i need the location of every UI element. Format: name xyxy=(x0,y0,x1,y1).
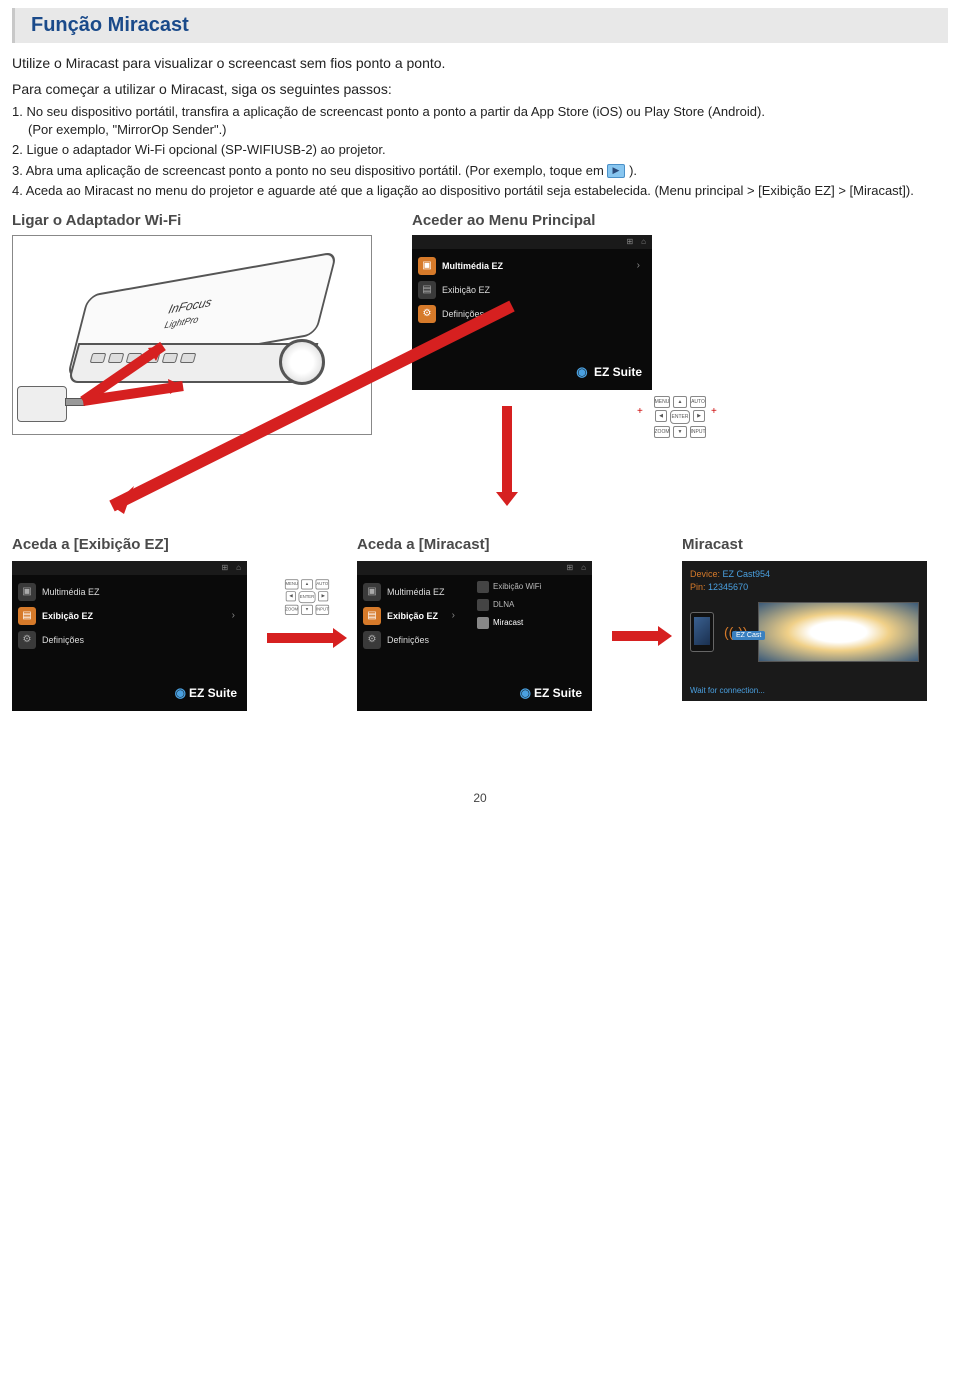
page-title: Função Miracast xyxy=(31,14,189,36)
menu-multimedia-3[interactable]: ▣ Multimédia EZ xyxy=(363,583,461,601)
remote-control-2: MENU ▲ AUTO ◀ ENTER ▶ ZOOM ▼ INPUT xyxy=(277,579,337,616)
menu-exibicao-2[interactable]: ▤ Exibição EZ xyxy=(18,607,241,625)
ez-suite-badge: EZ Suite xyxy=(520,685,582,701)
menu-multimedia[interactable]: ▣ Multimédia EZ xyxy=(418,257,646,275)
wifi-adapter-label: Ligar o Adaptador Wi-Fi xyxy=(12,212,382,229)
miracast-wait-text: Wait for connection... xyxy=(690,686,765,695)
ezcast-badge: EZ Cast xyxy=(732,631,765,640)
topbar-icon: ⌂ xyxy=(641,237,646,247)
submenu-dlna[interactable]: DLNA xyxy=(477,599,557,611)
menu-multimedia-label: Multimédia EZ xyxy=(442,261,503,271)
miracast-pin-line: Pin: 12345670 xyxy=(690,582,919,592)
remote-enter-btn[interactable]: ENTER xyxy=(670,410,690,424)
submenu-miracast[interactable]: Miracast xyxy=(477,617,557,629)
exibicao-icon: ▤ xyxy=(18,607,36,625)
step-1: 1. No seu dispositivo portátil, transfir… xyxy=(12,103,948,138)
exibicao-screen: ⊞⌂ ▣ Multimédia EZ ▤ Exibição EZ ⚙ Defin… xyxy=(12,561,247,711)
mid-flow-arrows xyxy=(12,446,948,506)
remote-control: MENU ▲ AUTO ◀ ENTER ▶ ZOOM ▼ INPUT + + xyxy=(645,396,715,440)
menu-multimedia-2[interactable]: ▣ Multimédia EZ xyxy=(18,583,241,601)
exibicao-col: Aceda a [Exibição EZ] ⊞⌂ ▣ Multimédia EZ… xyxy=(12,536,257,711)
play-icon xyxy=(607,164,625,178)
screen-topbar: ⊞ ⌂ xyxy=(412,235,652,249)
step-1-sub: (Por exemplo, "MirrorOp Sender".) xyxy=(28,122,227,137)
miracast-menu-screen: ⊞⌂ ▣ Multimédia EZ ▤ Exibição EZ ⚙ Defin… xyxy=(357,561,592,711)
submenu-wifi[interactable]: Exibição WiFi xyxy=(477,581,557,593)
flow-arrow-2 xyxy=(612,626,672,646)
steps-list: 1. No seu dispositivo portátil, transfir… xyxy=(12,103,948,200)
step-3: 3. Abra uma aplicação de screencast pont… xyxy=(12,162,948,180)
ez-suite-badge: EZ Suite xyxy=(576,364,642,380)
tv-icon xyxy=(758,602,919,662)
remote-right-btn[interactable]: ▶ xyxy=(693,410,705,422)
flow-arrow-1: MENU ▲ AUTO ◀ ENTER ▶ ZOOM ▼ INPUT xyxy=(267,576,347,648)
multimedia-icon: ▣ xyxy=(418,257,436,275)
exibicao-section-label: Aceda a [Exibição EZ] xyxy=(12,536,257,553)
submenu-col: Exibição WiFi DLNA Miracast xyxy=(477,581,557,635)
topbar-icon: ⊞ xyxy=(626,237,633,247)
remote-auto-btn[interactable]: AUTO xyxy=(690,396,706,408)
lower-section-row: Aceda a [Exibição EZ] ⊞⌂ ▣ Multimédia EZ… xyxy=(12,536,948,711)
main-menu-label: Aceder ao Menu Principal xyxy=(412,212,948,229)
miracast-col: Miracast Device: EZ Cast954 Pin: 1234567… xyxy=(682,536,932,701)
miracast-label: Miracast xyxy=(682,536,932,553)
step-1-text: 1. No seu dispositivo portátil, transfir… xyxy=(12,104,765,119)
miracast-menu-label: Aceda a [Miracast] xyxy=(357,536,602,553)
menu-definicoes-2[interactable]: ⚙ Definições xyxy=(18,631,241,649)
phone-icon xyxy=(690,612,714,652)
step-3-text-b: ). xyxy=(629,163,637,178)
title-bar: Função Miracast xyxy=(12,8,948,43)
menu-exibicao-3[interactable]: ▤ Exibição EZ xyxy=(363,607,461,625)
remote-up-btn[interactable]: ▲ xyxy=(673,396,687,408)
down-arrow-icon xyxy=(502,406,518,506)
usb-dongle-icon xyxy=(17,386,67,422)
remote-zoom-btn[interactable]: ZOOM xyxy=(654,426,670,438)
subintro-text: Para começar a utilizar o Miracast, siga… xyxy=(12,81,948,97)
intro-text: Utilize o Miracast para visualizar o scr… xyxy=(12,55,948,71)
page-number: 20 xyxy=(12,791,948,805)
ez-suite-badge: EZ Suite xyxy=(175,685,237,701)
remote-input-btn[interactable]: INPUT xyxy=(690,426,706,438)
miracast-connection-screen: Device: EZ Cast954 Pin: 12345670 ((•)) E… xyxy=(682,561,927,701)
remote-menu-btn[interactable]: MENU xyxy=(654,396,670,408)
remote-left-btn[interactable]: ◀ xyxy=(655,410,667,422)
menu-definicoes-3[interactable]: ⚙ Definições xyxy=(363,631,461,649)
multimedia-icon: ▣ xyxy=(18,583,36,601)
remote-down-btn[interactable]: ▼ xyxy=(673,426,687,438)
diagonal-arrow-icon xyxy=(92,286,532,526)
gear-icon: ⚙ xyxy=(18,631,36,649)
miracast-menu-col: Aceda a [Miracast] ⊞⌂ ▣ Multimédia EZ ▤ … xyxy=(357,536,602,711)
step-4: 4. Aceda ao Miracast no menu do projetor… xyxy=(12,182,948,200)
step-2: 2. Ligue o adaptador Wi-Fi opcional (SP-… xyxy=(12,141,948,159)
miracast-device-line: Device: EZ Cast954 xyxy=(690,569,919,579)
step-3-text-a: 3. Abra uma aplicação de screencast pont… xyxy=(12,163,607,178)
